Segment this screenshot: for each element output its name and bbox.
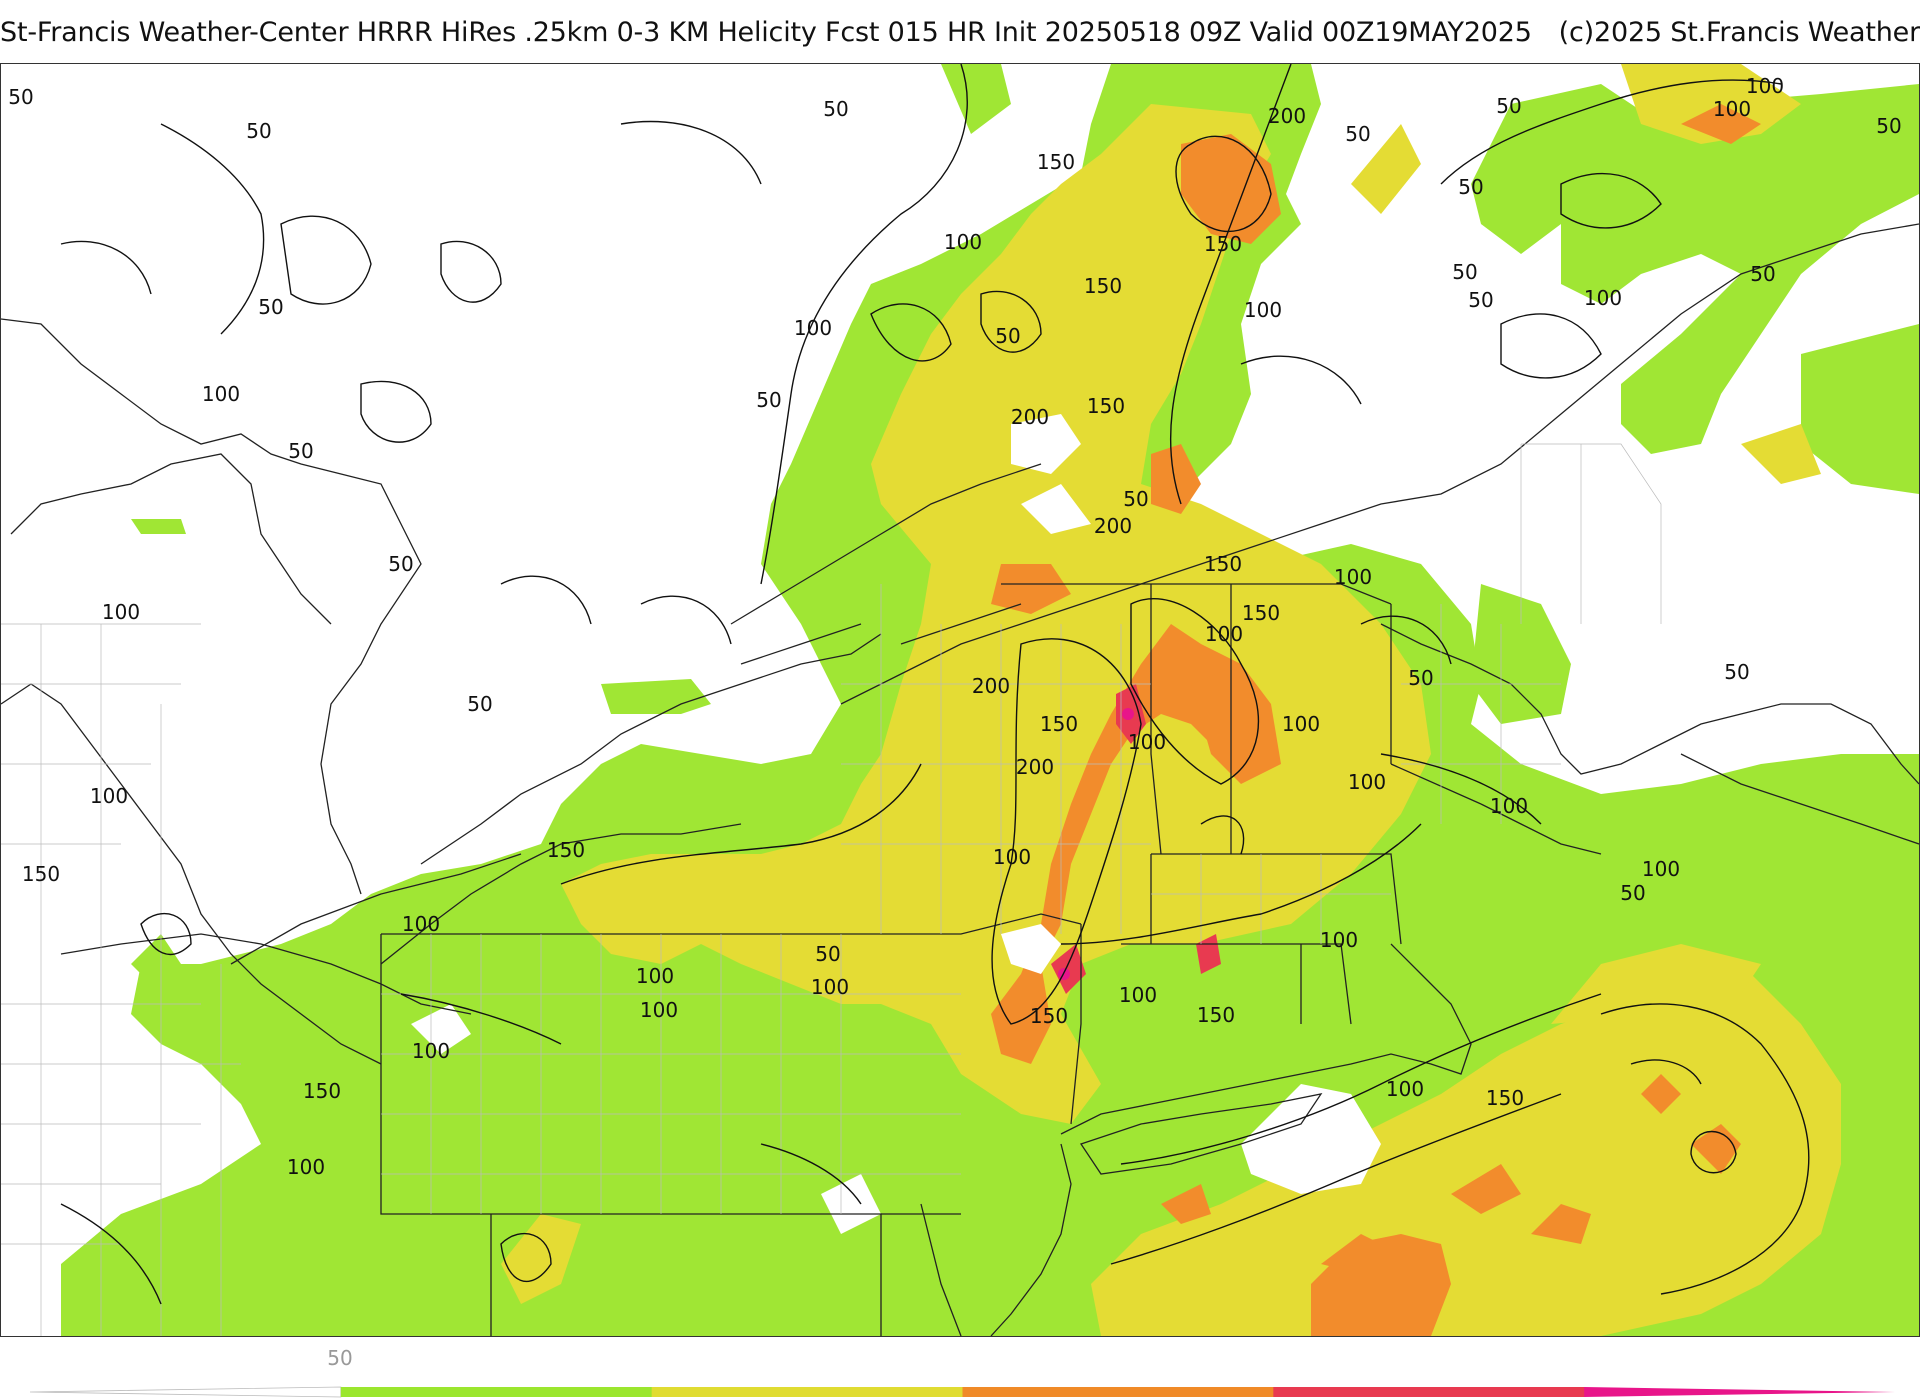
contour-label: 100 <box>636 964 674 988</box>
contour-label: 100 <box>287 1155 325 1179</box>
contour-label: 100 <box>993 845 1031 869</box>
contour-label: 50 <box>1724 660 1749 684</box>
contour-label: 50 <box>8 85 33 109</box>
legend-label: 50 <box>327 1346 352 1370</box>
legend-swatch <box>29 1386 342 1398</box>
contour-label: 100 <box>811 975 849 999</box>
contour-label: 50 <box>823 97 848 121</box>
helicity-map: 1005050502005010015050100505050150100150… <box>0 63 1920 1337</box>
contour-label: 100 <box>1119 983 1157 1007</box>
contour-label: 100 <box>1334 565 1372 589</box>
contour-label: 150 <box>22 862 60 886</box>
contour-label: 50 <box>1408 666 1433 690</box>
geographic-boundaries <box>1 223 1919 1336</box>
legend-swatch <box>651 1387 963 1397</box>
contour-label: 150 <box>1204 552 1242 576</box>
contour-label: 50 <box>1750 262 1775 286</box>
legend-swatch <box>340 1387 653 1397</box>
contour-label: 150 <box>1486 1086 1524 1110</box>
contour-label: 200 <box>972 674 1010 698</box>
contour-label: 100 <box>202 382 240 406</box>
contour-label: 100 <box>1584 286 1622 310</box>
contour-label: 150 <box>547 838 585 862</box>
contour-label: 150 <box>1084 274 1122 298</box>
contour-label: 150 <box>1040 712 1078 736</box>
contour-label: 150 <box>1197 1003 1235 1027</box>
contour-labels: 1005050502005010015050100505050150100150… <box>8 74 1901 1179</box>
contour-label: 50 <box>1452 260 1477 284</box>
contour-label: 100 <box>1205 622 1243 646</box>
contour-label: 100 <box>1282 712 1320 736</box>
contour-label: 100 <box>1244 298 1282 322</box>
contour-label: 100 <box>102 600 140 624</box>
color-legend: 50 <box>0 1340 1920 1400</box>
helicity-shading <box>61 64 1919 1336</box>
contour-label: 100 <box>1490 794 1528 818</box>
contour-label: 50 <box>1345 122 1370 146</box>
contour-label: 200 <box>1016 755 1054 779</box>
contour-label: 100 <box>412 1039 450 1063</box>
contour-label: 50 <box>995 324 1020 348</box>
contour-label: 50 <box>756 388 781 412</box>
legend-swatch <box>1584 1387 1895 1397</box>
contour-label: 200 <box>1011 405 1049 429</box>
contour-label: 150 <box>303 1079 341 1103</box>
contour-label: 50 <box>467 692 492 716</box>
contour-label: 50 <box>815 942 840 966</box>
contour-label: 150 <box>1087 394 1125 418</box>
contour-label: 100 <box>794 316 832 340</box>
contour-label: 100 <box>640 998 678 1022</box>
contour-label: 50 <box>1620 881 1645 905</box>
contour-label: 100 <box>1320 928 1358 952</box>
contour-label: 100 <box>1386 1077 1424 1101</box>
contour-label: 100 <box>944 230 982 254</box>
contour-label: 50 <box>388 552 413 576</box>
contour-label: 50 <box>246 119 271 143</box>
contour-label: 50 <box>1876 114 1901 138</box>
contour-label: 50 <box>258 295 283 319</box>
contour-label: 50 <box>288 439 313 463</box>
county-lines <box>1 443 1662 1336</box>
contour-label: 50 <box>1468 288 1493 312</box>
contour-label: 150 <box>1242 601 1280 625</box>
contour-label: 50 <box>1496 94 1521 118</box>
helicity-contours <box>60 64 1810 1305</box>
contour-label: 50 <box>1458 175 1483 199</box>
copyright-text: (c)2025 St.Francis Weather <box>1558 16 1920 48</box>
legend-swatch <box>1273 1387 1585 1397</box>
contour-label: 200 <box>1094 514 1132 538</box>
legend-swatch <box>962 1387 1274 1397</box>
contour-label: 100 <box>90 784 128 808</box>
title-text: St-Francis Weather-Center HRRR HiRes .25… <box>0 16 1532 48</box>
contour-label: 100 <box>1746 74 1784 98</box>
legend-bar <box>29 1386 1895 1398</box>
contour-label: 50 <box>1123 487 1148 511</box>
contour-label: 150 <box>1037 150 1075 174</box>
map-title: St-Francis Weather-Center HRRR HiRes .25… <box>0 0 1920 64</box>
contour-label: 150 <box>1030 1004 1068 1028</box>
contour-label: 200 <box>1268 104 1306 128</box>
contour-label: 150 <box>1204 232 1242 256</box>
contour-label: 100 <box>1713 97 1751 121</box>
contour-label: 100 <box>1128 730 1166 754</box>
contour-label: 100 <box>402 912 440 936</box>
contour-label: 100 <box>1348 770 1386 794</box>
contour-label: 100 <box>1642 857 1680 881</box>
